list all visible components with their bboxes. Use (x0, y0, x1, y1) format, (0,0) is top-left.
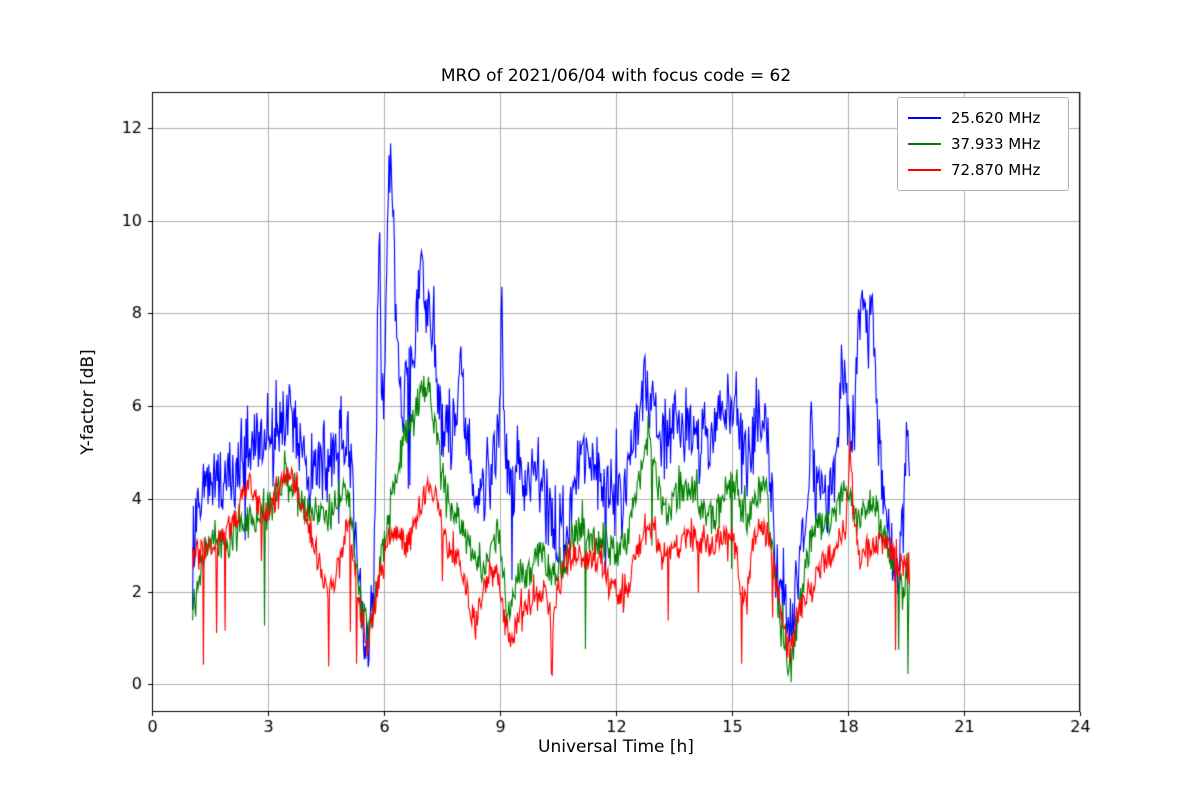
legend-line-swatch (908, 169, 941, 171)
legend-item: 37.933 MHz (908, 131, 1058, 157)
legend-line-swatch (908, 143, 941, 145)
legend-item: 25.620 MHz (908, 105, 1058, 131)
legend-label: 37.933 MHz (951, 135, 1041, 153)
legend-label: 25.620 MHz (951, 109, 1041, 127)
legend: 25.620 MHz 37.933 MHz 72.870 MHz (897, 97, 1069, 191)
legend-item: 72.870 MHz (908, 157, 1058, 183)
chart-title: MRO of 2021/06/04 with focus code = 62 (440, 66, 792, 86)
y-axis-label: Y-factor [dB] (78, 349, 98, 455)
legend-line-swatch (908, 117, 941, 119)
legend-label: 72.870 MHz (951, 161, 1041, 179)
x-axis-label: Universal Time [h] (538, 737, 694, 757)
